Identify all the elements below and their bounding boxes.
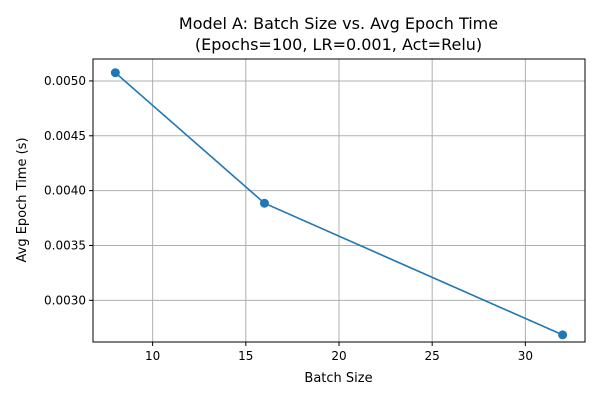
y-tick-label: 0.0040 — [44, 184, 86, 198]
x-tick-label: 30 — [518, 349, 533, 363]
y-tick-label: 0.0050 — [44, 74, 86, 88]
grid — [93, 59, 585, 342]
data-point — [110, 68, 120, 78]
x-tick-label: 25 — [425, 349, 440, 363]
y-tick-label: 0.0045 — [44, 129, 86, 143]
series — [110, 68, 568, 340]
y-tick-label: 0.0030 — [44, 293, 86, 307]
data-point — [259, 198, 269, 208]
data-point — [558, 330, 568, 340]
x-axis-label: Batch Size — [304, 371, 372, 386]
x-tick-label: 10 — [145, 349, 160, 363]
y-axis-label: Avg Epoch Time (s) — [15, 137, 30, 262]
chart-title: Model A: Batch Size vs. Avg Epoch Time — [179, 14, 498, 33]
y-tick-label: 0.0035 — [44, 238, 86, 252]
x-tick-label: 20 — [331, 349, 346, 363]
y-axis-ticks: 0.0030 0.0035 0.0040 0.0045 0.0050 — [44, 74, 93, 307]
x-axis-ticks: 10 15 20 25 30 — [145, 342, 533, 363]
plot-frame — [92, 58, 586, 343]
chart-subtitle: (Epochs=100, LR=0.001, Act=Relu) — [195, 35, 482, 54]
x-tick-label: 15 — [238, 349, 253, 363]
